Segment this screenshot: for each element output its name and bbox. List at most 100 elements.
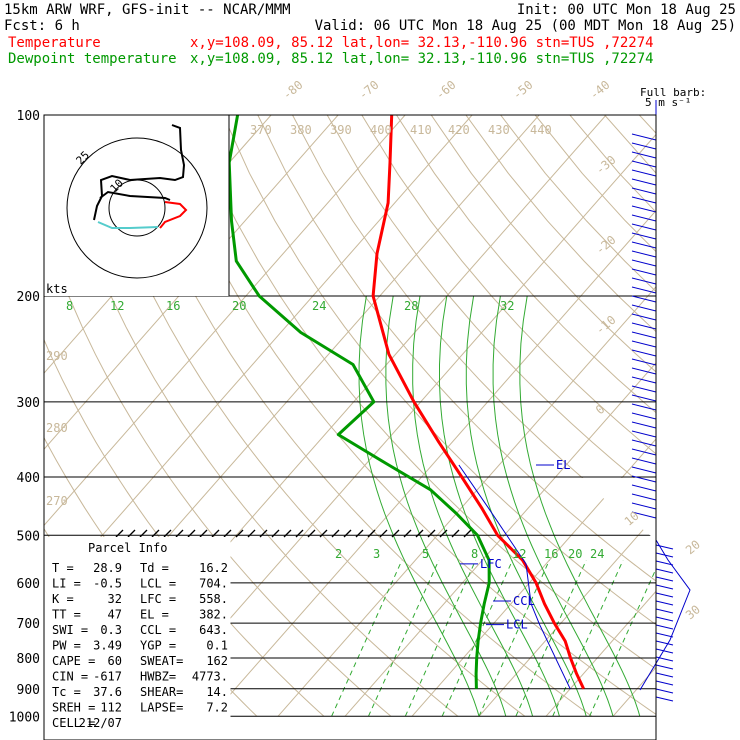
isotherm-label: -80 (280, 78, 306, 103)
wind-barb (655, 696, 674, 702)
isotherm-line (143, 133, 656, 717)
isotherm-label: -30 (593, 153, 619, 178)
wind-barb (631, 376, 657, 384)
theta-label: 290 (46, 349, 68, 363)
wind-barb (631, 232, 657, 240)
mixing-ratio-label: 8 (471, 547, 478, 561)
level-marker-el: EL (556, 458, 570, 472)
wind-barb (631, 304, 657, 312)
mixing-ratio-label: 12 (512, 547, 526, 561)
mixing-ratio-line (515, 559, 587, 717)
wind-barb (631, 160, 657, 168)
parcel-info-cell: 37.6 (93, 685, 122, 699)
dewpoint-profile (227, 114, 491, 689)
hatch-mark (439, 529, 448, 538)
isotherm-line (612, 666, 656, 717)
mixing-ratio-line (589, 567, 656, 717)
level-marker-ccl: CCL (513, 594, 535, 608)
hatch-mark (271, 529, 280, 538)
wind-barb (631, 475, 657, 483)
wind-barb (631, 412, 657, 420)
parcel-info-cell: 558. (199, 592, 228, 606)
legend-temperature-info: x,y=108.09, 85.12 lat,lon= 32.13,-110.96… (190, 35, 654, 51)
wind-barb (631, 295, 657, 303)
isotherm-label: -70 (356, 78, 382, 103)
pressure-tick-label: 700 (17, 617, 40, 632)
parcel-info-cell: -0.5 (93, 577, 122, 591)
wind-barb (655, 632, 674, 638)
wind-barb (655, 624, 674, 630)
pressure-tick-label: 800 (17, 652, 40, 667)
hatch-mark (187, 529, 196, 538)
parcel-info-cell: -617 (93, 670, 122, 684)
parcel-info-cell: SHEAR= (140, 685, 183, 699)
mixing-ratio-label: 5 (422, 547, 429, 561)
parcel-info-cell: 4773. (192, 670, 228, 684)
hatch-mark (379, 529, 388, 538)
mixing-ratio-line (331, 559, 403, 717)
parcel-info-cell: 0.1 (206, 639, 228, 653)
parcel-info-title: Parcel Info (88, 541, 167, 555)
moist-adiabat-label: 12 (110, 299, 124, 313)
wind-barb (631, 466, 657, 474)
hodograph-trace-mid (99, 190, 171, 201)
parcel-info-cell: 32 (108, 592, 122, 606)
mixing-ratio-line (478, 559, 550, 717)
dry-adiabat (396, 115, 656, 414)
mixing-ratio-label: 2 (335, 547, 342, 561)
wind-barb (631, 196, 657, 204)
wind-barb (631, 223, 657, 231)
isotherm-label: -60 (433, 78, 459, 103)
wind-barb (631, 439, 657, 447)
parcel-info-cell: HWBZ= (140, 670, 176, 684)
hatch-mark (367, 529, 376, 538)
hatch-mark (427, 529, 436, 538)
wind-barb (631, 511, 657, 519)
parcel-info-box: Parcel Info T = 28.9 Td = 16.2 LI = -0.5 LCL =… (44, 537, 231, 740)
pressure-tick-label: 400 (17, 471, 40, 486)
parcel-info-cell: 28.9 (93, 561, 122, 575)
wind-barb (655, 592, 674, 598)
moist-adiabat (439, 295, 560, 717)
parcel-info-cell: CCL = (140, 623, 176, 637)
theta-label: 420 (448, 123, 470, 137)
wind-barb (631, 151, 657, 159)
wind-barb (631, 250, 657, 258)
parcel-info-cell: TT = (52, 608, 81, 622)
pressure-tick-label: 1000 (9, 710, 40, 725)
isotherm-label: 0 (593, 402, 608, 417)
parcel-info-cell: LCL = (140, 577, 176, 591)
hatch-mark (223, 529, 232, 538)
wind-barb (655, 584, 674, 590)
barb-legend-value: 5 m s⁻¹ (645, 96, 691, 109)
hatch-mark (343, 529, 352, 538)
wind-barb (631, 367, 657, 375)
wind-barb (631, 241, 657, 249)
hatch-mark (319, 529, 328, 538)
wind-barb (655, 672, 674, 678)
dry-adiabat (153, 115, 656, 715)
hodograph-units: kts (46, 282, 68, 296)
dry-adiabat (187, 115, 656, 670)
wind-barb (631, 268, 657, 276)
parcel-info-cell: LAPSE= (140, 701, 183, 715)
pressure-tick-label: 300 (17, 396, 40, 411)
wind-barb (631, 178, 657, 186)
theta-label: 370 (250, 123, 272, 137)
parcel-info-cell: LI = (52, 577, 81, 591)
level-marker-lcl: LCL (506, 618, 528, 632)
wind-barb (631, 313, 657, 321)
dry-adiabat (326, 115, 656, 497)
profiles: EL LFC CCL LCL (227, 100, 691, 702)
mixing-ratio-label: 24 (590, 547, 604, 561)
dry-adiabat (430, 115, 656, 373)
hatch-mark (451, 529, 460, 538)
wind-barb (631, 205, 657, 213)
wind-barb (655, 640, 674, 646)
theta-label: 440 (530, 123, 552, 137)
wind-barb (631, 187, 657, 195)
parcel-info-cell: 3.49 (93, 639, 122, 653)
moist-adiabat-label: 28 (404, 299, 418, 313)
wind-barb (631, 142, 657, 150)
